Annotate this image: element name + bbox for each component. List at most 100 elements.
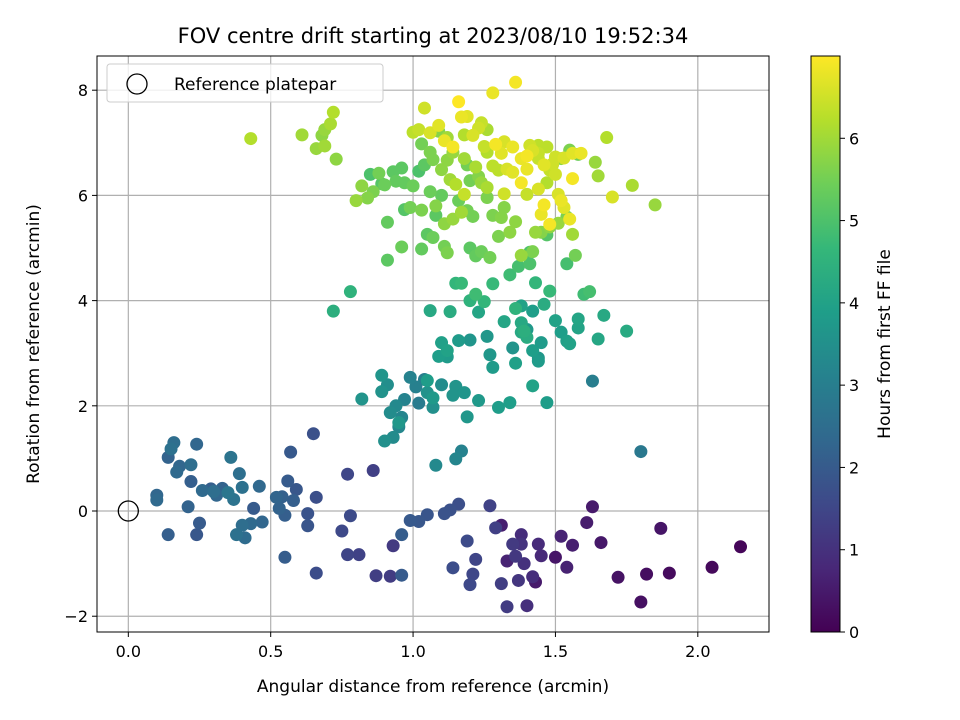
data-point — [309, 490, 323, 504]
data-point — [497, 315, 511, 329]
data-point — [378, 178, 392, 192]
colorbar-tick-label: 2 — [849, 458, 859, 477]
data-point — [529, 276, 543, 290]
data-point — [181, 500, 195, 514]
data-point — [585, 374, 599, 388]
data-point — [452, 334, 466, 348]
data-point — [514, 248, 528, 262]
data-point — [514, 176, 528, 190]
data-point — [318, 139, 332, 153]
data-point — [247, 501, 261, 515]
data-point — [494, 210, 508, 224]
colorbar-tick-label: 6 — [849, 129, 859, 148]
data-point — [184, 458, 198, 472]
data-point — [503, 268, 517, 282]
data-point — [591, 332, 605, 346]
data-point — [349, 194, 363, 208]
data-point — [469, 287, 483, 301]
data-point — [301, 519, 315, 533]
data-point — [343, 509, 357, 523]
data-point — [323, 117, 337, 131]
data-point — [509, 301, 523, 315]
data-point — [591, 169, 605, 183]
legend-marker-open-circle — [126, 73, 148, 95]
data-point — [269, 490, 283, 504]
data-point — [543, 284, 557, 298]
x-tick-label: 0.5 — [258, 642, 283, 661]
x-tick-label: 2.0 — [685, 642, 710, 661]
data-point — [429, 458, 443, 472]
data-point — [195, 483, 209, 497]
data-point — [329, 152, 343, 166]
data-point — [554, 529, 568, 543]
data-point — [326, 105, 340, 119]
data-point — [380, 253, 394, 267]
data-point — [526, 245, 540, 259]
reference-point — [117, 500, 139, 522]
data-point — [326, 304, 340, 318]
data-point — [452, 95, 466, 109]
data-point — [426, 400, 440, 414]
data-point — [420, 374, 434, 388]
data-point — [620, 324, 634, 338]
data-point — [235, 518, 249, 532]
data-point — [520, 162, 534, 176]
data-point — [491, 400, 505, 414]
data-point — [509, 356, 523, 370]
data-point — [463, 333, 477, 347]
data-point — [526, 344, 540, 358]
data-point — [486, 277, 500, 291]
data-point — [486, 360, 500, 374]
data-point — [477, 139, 491, 153]
data-point — [571, 312, 585, 326]
data-point — [395, 528, 409, 542]
data-point — [335, 524, 349, 538]
data-point — [403, 370, 417, 384]
data-point — [426, 391, 440, 405]
colorbar-ticks: 0 1 2 3 4 5 6 — [840, 129, 859, 642]
legend-entry-label: Reference platepar — [174, 75, 336, 95]
chart-title: FOV centre drift starting at 2023/08/10 … — [178, 24, 689, 48]
data-point — [190, 437, 204, 451]
data-point — [289, 482, 303, 496]
data-point — [295, 128, 309, 142]
data-point — [480, 181, 494, 195]
data-point — [600, 131, 614, 145]
data-point — [494, 577, 508, 591]
data-point — [423, 145, 437, 159]
data-point — [415, 203, 429, 217]
data-point — [634, 595, 648, 609]
plot-frame — [96, 55, 770, 633]
data-point — [429, 199, 443, 213]
data-point — [611, 570, 625, 584]
data-point — [460, 534, 474, 548]
data-point — [489, 137, 503, 151]
data-point — [355, 392, 369, 406]
data-point — [588, 155, 602, 169]
data-point — [446, 561, 460, 575]
data-point — [469, 160, 483, 174]
data-point — [568, 248, 582, 262]
data-point — [435, 163, 449, 177]
data-point — [483, 250, 497, 264]
data-point — [403, 200, 417, 214]
legend: Reference platepar — [106, 63, 384, 103]
data-point — [426, 230, 440, 244]
data-point — [548, 550, 562, 564]
data-point — [352, 548, 366, 562]
legend-box — [106, 63, 384, 103]
data-point — [486, 86, 500, 100]
data-point — [281, 474, 295, 488]
data-point — [583, 285, 597, 299]
colorbar-tick-label: 3 — [849, 376, 859, 395]
data-point — [497, 200, 511, 214]
data-point — [509, 215, 523, 229]
data-point — [429, 208, 443, 222]
data-point — [625, 178, 639, 192]
data-point — [520, 187, 534, 201]
data-point — [415, 242, 429, 256]
data-point — [284, 445, 298, 459]
data-point — [161, 528, 175, 542]
data-point — [412, 396, 426, 410]
data-point — [531, 537, 545, 551]
